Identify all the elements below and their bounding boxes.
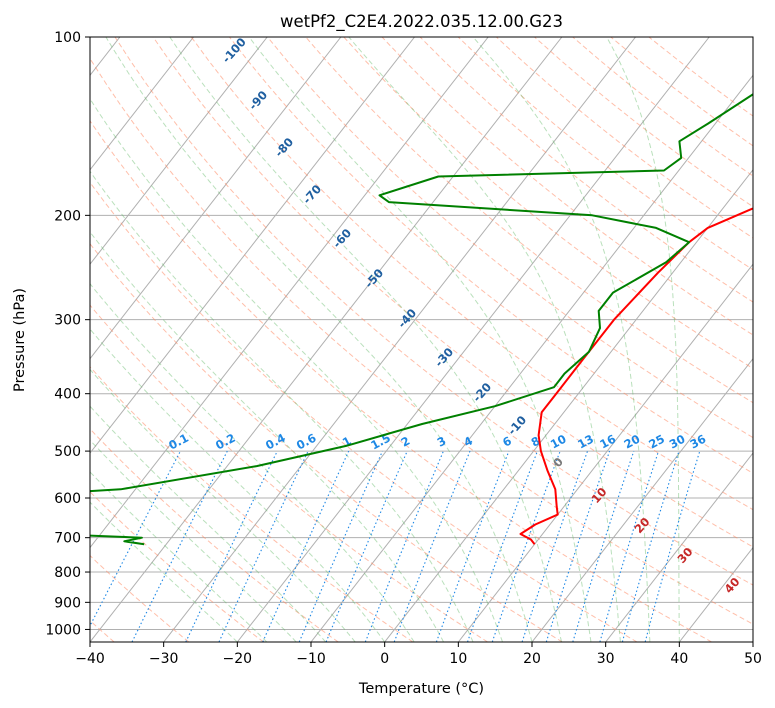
moist-adiabat-line [90,439,297,642]
mixing-ratio-label: 36 [688,432,709,452]
moist-adiabat-line [348,37,621,642]
y-tick-label: 800 [54,565,81,581]
isotherm-line [90,37,563,642]
isotherm-line [90,37,268,266]
mixing-ratio-line [393,450,471,642]
mixing-ratio-line [572,450,635,642]
mixing-ratio-label: 25 [646,432,667,452]
isotherm-line [90,37,415,454]
mixing-ratio-label: 10 [548,432,569,452]
mixing-ratio-line [466,450,538,642]
y-tick-label: 700 [54,531,81,547]
dry-adiabat-line [90,491,264,642]
dry-adiabat-line [90,304,488,642]
profile-lines [90,92,753,546]
y-tick-label: 400 [54,387,81,403]
moist-adiabat-line [90,368,356,642]
x-tick-label: −10 [296,651,326,667]
dry-adiabat-line [381,37,753,336]
y-tick-label: 300 [54,313,81,329]
mixing-ratio-line [262,450,350,642]
moist-adiabat-line [90,282,415,642]
dry-adiabat-line [90,57,753,625]
mixing-ratio-line [491,450,561,642]
moist-adiabat-line [90,405,327,642]
moist-adiabat-line [248,37,592,642]
y-tick-label: 900 [54,595,81,611]
y-tick-label: 1000 [45,622,81,638]
moist-adiabat-line [472,37,651,642]
mixing-ratio-line [521,450,589,642]
mixing-ratio-line [644,450,701,642]
x-tick-label: −20 [223,651,253,667]
moist-adiabat-line [90,170,474,642]
mixing-ratio-line [621,450,680,642]
mixing-ratio-line [364,450,444,642]
dry-adiabat-line [90,554,190,642]
mixing-ratio-label: 30 [667,432,688,452]
y-axis: 100 200 300 400 500 600 700 800 900 1000 [45,30,90,638]
background-lines [90,37,753,642]
dry-adiabat-line [152,37,753,548]
mixing-ratio-line [599,450,660,642]
isotherm-line [163,37,636,642]
x-tick-label: 10 [449,651,467,667]
temperature-profile-line [519,207,753,545]
moist-adiabat-line [169,37,562,642]
y-tick-label: 600 [54,491,81,507]
y-tick-label: 200 [54,208,81,224]
x-tick-label: 20 [523,651,541,667]
x-tick-label: 40 [670,651,688,667]
x-tick-label: 50 [744,651,762,667]
dry-adiabat-line [114,37,753,586]
moist-adiabat-line [90,471,268,642]
isotherm-line [236,37,710,642]
isotherm-line [457,263,753,642]
mixing-ratio-line [131,450,228,642]
x-tick-label: 30 [597,651,615,667]
mixing-ratio-line [435,450,510,642]
isotherm-line [90,37,489,549]
dry-adiabat-line [90,119,712,642]
moist-adiabat-line [105,37,533,642]
plot-frame [89,36,754,643]
mixing-ratio-label: 16 [597,432,618,452]
dry-adiabat-line [229,37,753,474]
dewpoint-profile-line [90,92,753,546]
y-tick-label: 500 [54,444,81,460]
x-tick-label: −40 [75,651,105,667]
moist-adiabat-line [90,328,386,642]
moist-adiabat-line [606,37,680,642]
isotherm-line [90,37,194,171]
dry-adiabat-line [343,37,753,370]
x-axis-label: Temperature (°C) [358,681,484,697]
mixing-ratio-label: 13 [575,432,596,452]
mixing-ratio-line [545,450,611,642]
y-axis-label: Pressure (hPa) [12,288,28,392]
x-axis: −40 −30 −20 −10 0 10 20 30 40 50 [75,642,762,667]
isotherm-line [605,452,753,642]
mixing-ratio-line [325,450,408,642]
dry-adiabat-line [90,366,414,642]
chart-title: wetPf2_C2E4.2022.035.12.00.G23 [280,12,563,32]
dry-adiabat-line [90,243,563,642]
x-tick-label: 0 [380,651,389,667]
x-tick-label: −30 [149,651,179,667]
moist-adiabat-line [90,231,445,642]
isotherm-line [384,168,753,642]
isotherm-line [531,357,753,642]
dry-adiabat-line [90,181,638,642]
isotherm-line [90,37,342,360]
y-tick-label: 100 [54,30,81,46]
mixing-ratio-line [298,450,384,642]
mixing-ratio-label: 20 [622,432,643,452]
